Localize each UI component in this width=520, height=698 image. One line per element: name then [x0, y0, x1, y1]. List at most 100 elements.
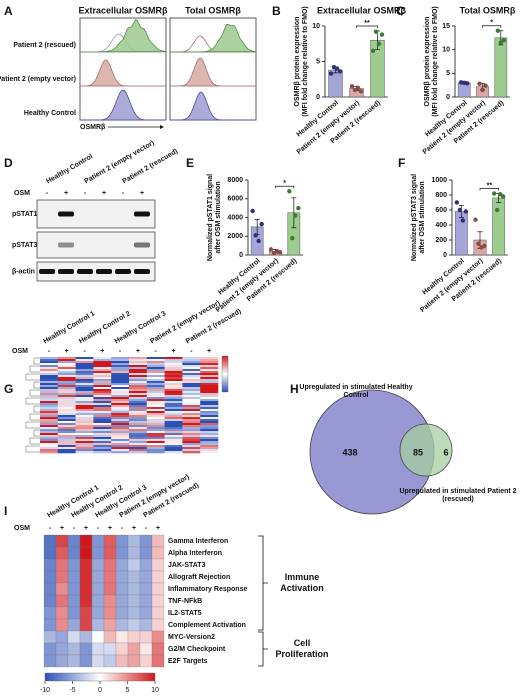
data-point [480, 87, 485, 93]
color-bar-tick-label: -5 [69, 687, 75, 694]
heatmap-cell [182, 419, 201, 422]
y-axis-label: after OSM stimulation [215, 181, 222, 253]
heatmap-cell [57, 417, 76, 420]
heatmap-cell [93, 371, 112, 374]
heatmap-cell [146, 429, 165, 432]
heatmap-cell [200, 401, 219, 404]
heatmap-cell [111, 377, 130, 380]
data-point [296, 205, 301, 211]
heatmap-cell [57, 443, 76, 446]
heatmap-cell [111, 379, 130, 382]
heatmap-cell [139, 570, 153, 584]
heatmap-cell [43, 546, 57, 560]
heatmap-cell [146, 381, 165, 384]
data-point [277, 249, 283, 255]
heatmap-cell [57, 403, 76, 406]
heatmap-cell [182, 429, 201, 432]
heatmap-cell [93, 397, 112, 400]
histogram-curve [169, 23, 257, 53]
dendrogram [25, 421, 40, 429]
heatmap-cell [67, 594, 81, 608]
condition-label: + [100, 348, 104, 355]
axis-arrowhead [160, 125, 164, 129]
heatmap-cell [129, 399, 148, 402]
heatmap-cell [164, 377, 183, 380]
heatmap-cell [151, 606, 165, 620]
heatmap-cell [200, 361, 219, 364]
heatmap-cell [57, 359, 76, 362]
heatmap-cell [182, 423, 201, 426]
heatmap-cell [139, 618, 153, 632]
y-tick-label: 8000 [227, 177, 243, 184]
heatmap-cell [91, 642, 105, 656]
heatmap-cell [129, 445, 148, 448]
heatmap-cell [146, 367, 165, 370]
significance-label: * [490, 20, 493, 27]
panel-title: Total OSMRβ [460, 5, 516, 15]
color-bar [44, 672, 156, 682]
heatmap-cell [111, 385, 130, 388]
heatmap-cell [111, 423, 130, 426]
heatmap-cell [55, 534, 69, 548]
blot-band [134, 242, 150, 248]
heatmap-cell [75, 419, 94, 422]
row-label: Inflammatory Response [168, 586, 247, 593]
heatmap-cell [127, 534, 141, 548]
heatmap-cell [164, 371, 183, 374]
heatmap-cell [93, 447, 112, 450]
heatmap-cell [67, 558, 81, 572]
heatmap-cell [75, 449, 94, 452]
heatmap-cell [40, 357, 59, 360]
dendrogram [33, 381, 40, 389]
heatmap-cell [115, 654, 129, 668]
heatmap-cell [67, 534, 81, 548]
heatmap-cell [40, 371, 59, 374]
heatmap-cell [151, 534, 165, 548]
treatment-label: OSM [14, 525, 30, 532]
heatmap-cell [164, 359, 183, 362]
heatmap-cell [40, 379, 59, 382]
heatmap-cell [111, 445, 130, 448]
heatmap-cell [40, 419, 59, 422]
heatmap-cell [57, 437, 76, 440]
data-point [349, 84, 355, 89]
heatmap-cell [111, 393, 130, 396]
heatmap-cell [146, 411, 165, 414]
heatmap-cell [146, 403, 165, 406]
data-point [463, 209, 469, 214]
dendrogram [25, 445, 40, 453]
heatmap-cell [129, 413, 148, 416]
heatmap-cell [40, 391, 59, 394]
condition-label: + [60, 525, 64, 532]
heatmap-cell [164, 437, 183, 440]
heatmap-cell [75, 391, 94, 394]
heatmap-cell [93, 379, 112, 382]
bar [492, 197, 506, 256]
heatmap-cell [129, 423, 148, 426]
heatmap-cell [129, 365, 148, 368]
heatmap-cell [146, 377, 165, 380]
heatmap-cell [75, 439, 94, 442]
heatmap-cell [57, 385, 76, 388]
heatmap-cell [115, 534, 129, 548]
heatmap-cell [111, 381, 130, 384]
y-tick-label: 6000 [227, 196, 243, 203]
heatmap-cell [164, 379, 183, 382]
heatmap-cell [91, 594, 105, 608]
heatmap-cell [200, 391, 219, 394]
heatmap-cell [129, 427, 148, 430]
heatmap-cell [75, 405, 94, 408]
heatmap-cell [40, 361, 59, 364]
heatmap-cell [127, 546, 141, 560]
heatmap-cell [182, 413, 201, 416]
heatmap-cell [75, 437, 94, 440]
heatmap-cell [200, 395, 219, 398]
blot-band [134, 211, 150, 217]
heatmap-cell [93, 437, 112, 440]
heatmap-cell [75, 445, 94, 448]
heatmap-cell [129, 391, 148, 394]
heatmap-cell [111, 387, 130, 390]
heatmap-cell [129, 411, 148, 414]
dendrogram [29, 413, 40, 421]
heatmap-cell [75, 397, 94, 400]
